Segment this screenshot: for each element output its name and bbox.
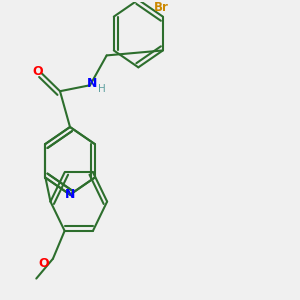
Text: Br: Br (154, 2, 169, 14)
Text: N: N (86, 77, 97, 90)
Text: N: N (65, 188, 75, 201)
Text: H: H (98, 84, 106, 94)
Text: O: O (32, 65, 43, 78)
Text: O: O (38, 257, 49, 270)
